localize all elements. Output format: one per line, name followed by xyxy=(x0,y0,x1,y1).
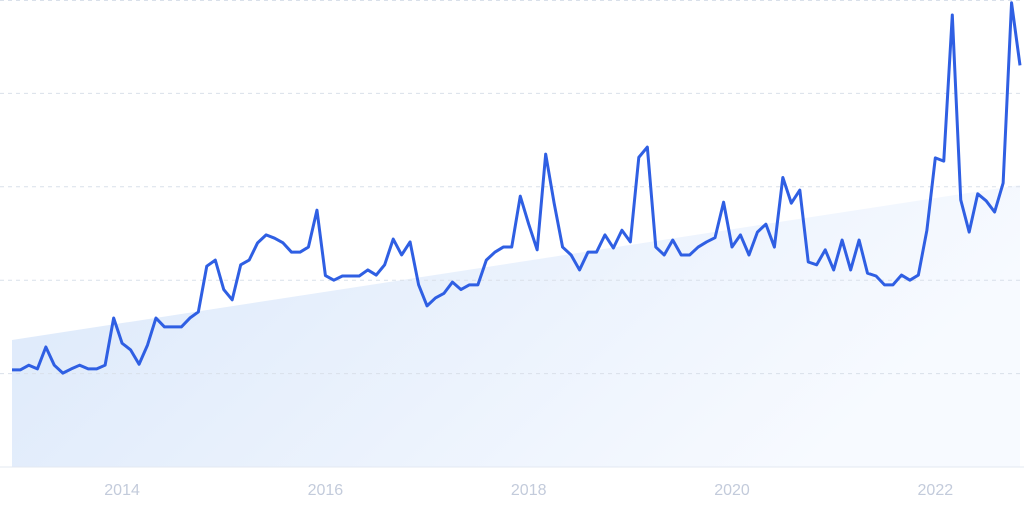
line xyxy=(12,1,1022,375)
x-tick-label: 2020 xyxy=(714,482,750,499)
x-tick-label: 2014 xyxy=(104,482,140,499)
x-tick-label: 2016 xyxy=(308,482,344,499)
x-tick-label: 2018 xyxy=(511,482,547,499)
x-tick-label: 2022 xyxy=(918,482,954,499)
trend-area xyxy=(12,185,1020,467)
